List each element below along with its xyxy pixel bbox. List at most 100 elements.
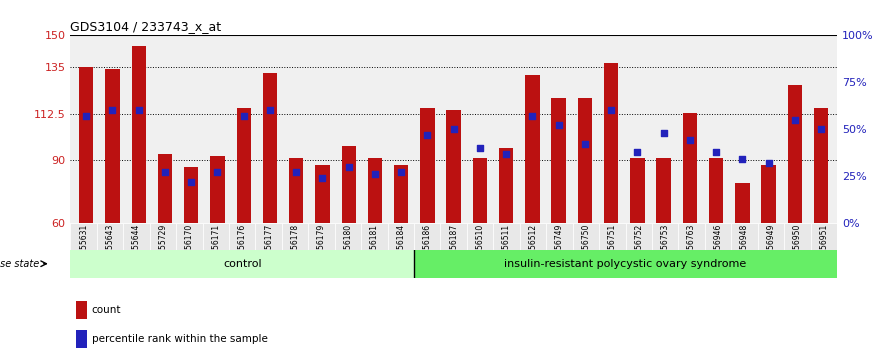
FancyBboxPatch shape	[361, 223, 388, 250]
Text: GSM156946: GSM156946	[714, 224, 722, 270]
FancyBboxPatch shape	[414, 223, 440, 250]
FancyBboxPatch shape	[308, 223, 335, 250]
Point	[237, 113, 251, 119]
Bar	[736, 183, 750, 223]
Point	[106, 108, 120, 113]
Bar	[184, 167, 198, 223]
FancyBboxPatch shape	[440, 223, 467, 250]
Bar	[289, 158, 303, 223]
Bar	[656, 158, 671, 223]
Bar	[604, 63, 618, 223]
Text: GSM156750: GSM156750	[581, 224, 590, 270]
Point	[578, 141, 592, 147]
FancyBboxPatch shape	[388, 223, 414, 250]
Text: GDS3104 / 233743_x_at: GDS3104 / 233743_x_at	[70, 20, 222, 33]
Point	[315, 175, 329, 181]
Bar	[420, 108, 434, 223]
FancyBboxPatch shape	[414, 250, 837, 278]
Point	[394, 170, 408, 175]
Point	[289, 170, 303, 175]
Text: GSM156178: GSM156178	[291, 224, 300, 270]
Text: GSM156752: GSM156752	[634, 224, 643, 270]
Point	[604, 108, 618, 113]
Point	[263, 108, 277, 113]
Text: count: count	[92, 305, 121, 315]
Bar	[683, 113, 697, 223]
FancyBboxPatch shape	[229, 223, 255, 250]
FancyBboxPatch shape	[811, 223, 837, 250]
Bar	[499, 148, 514, 223]
Point	[420, 132, 434, 138]
Point	[131, 108, 145, 113]
Text: GSM156179: GSM156179	[317, 224, 326, 270]
Bar	[473, 158, 487, 223]
FancyBboxPatch shape	[203, 223, 229, 250]
Point	[683, 138, 697, 143]
Point	[814, 126, 828, 132]
Text: GSM156512: GSM156512	[529, 224, 537, 270]
Text: insulin-resistant polycystic ovary syndrome: insulin-resistant polycystic ovary syndr…	[505, 259, 746, 269]
FancyBboxPatch shape	[176, 223, 203, 250]
Point	[631, 149, 645, 155]
Text: GSM156948: GSM156948	[740, 224, 749, 270]
Text: GSM156181: GSM156181	[370, 224, 379, 270]
Bar	[394, 165, 409, 223]
Point	[447, 126, 461, 132]
Point	[79, 113, 93, 119]
Text: percentile rank within the sample: percentile rank within the sample	[92, 334, 268, 344]
Bar	[105, 69, 120, 223]
Text: GSM156751: GSM156751	[608, 224, 617, 270]
Text: GSM156949: GSM156949	[766, 224, 775, 270]
Text: GSM156177: GSM156177	[264, 224, 273, 270]
Text: GSM156171: GSM156171	[211, 224, 220, 270]
Point	[552, 122, 566, 128]
Point	[525, 113, 539, 119]
FancyBboxPatch shape	[467, 223, 493, 250]
FancyBboxPatch shape	[599, 223, 626, 250]
Bar	[76, 301, 87, 319]
FancyBboxPatch shape	[678, 223, 705, 250]
Bar	[788, 85, 803, 223]
Point	[762, 160, 776, 166]
FancyBboxPatch shape	[546, 223, 573, 250]
Text: GSM155729: GSM155729	[159, 224, 167, 270]
Bar	[525, 75, 540, 223]
Text: GSM156749: GSM156749	[555, 224, 564, 270]
Text: disease state: disease state	[0, 259, 39, 269]
Bar	[814, 108, 828, 223]
Point	[500, 151, 514, 156]
Bar	[552, 98, 566, 223]
Bar	[578, 98, 592, 223]
Bar	[263, 73, 278, 223]
FancyBboxPatch shape	[731, 223, 758, 250]
Text: GSM156951: GSM156951	[819, 224, 828, 270]
Bar	[709, 158, 723, 223]
Point	[368, 171, 382, 177]
FancyBboxPatch shape	[520, 223, 546, 250]
Bar	[761, 165, 776, 223]
FancyBboxPatch shape	[97, 223, 123, 250]
Bar	[315, 165, 329, 223]
Text: GSM156950: GSM156950	[793, 224, 802, 270]
Text: GSM156753: GSM156753	[661, 224, 670, 270]
Text: GSM155643: GSM155643	[106, 224, 115, 270]
Point	[211, 170, 225, 175]
Point	[184, 179, 198, 184]
Bar	[79, 67, 93, 223]
Point	[788, 117, 802, 123]
Point	[709, 149, 723, 155]
Bar	[158, 154, 172, 223]
Bar	[447, 110, 461, 223]
Bar	[236, 108, 251, 223]
Bar	[342, 146, 356, 223]
Bar	[367, 158, 382, 223]
Text: GSM156186: GSM156186	[423, 224, 432, 270]
FancyBboxPatch shape	[493, 223, 520, 250]
FancyBboxPatch shape	[70, 250, 414, 278]
Text: control: control	[223, 259, 262, 269]
FancyBboxPatch shape	[335, 223, 361, 250]
Point	[656, 130, 670, 136]
Text: GSM156180: GSM156180	[344, 224, 352, 270]
FancyBboxPatch shape	[150, 223, 176, 250]
Bar	[211, 156, 225, 223]
